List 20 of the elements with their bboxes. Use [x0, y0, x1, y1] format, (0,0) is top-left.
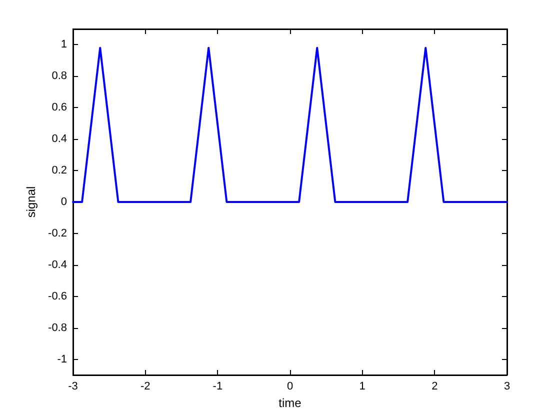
- y-tick-label: 0.6: [52, 102, 67, 114]
- x-tick-label: -3: [68, 380, 78, 392]
- y-tick-label: 0.4: [52, 133, 67, 146]
- y-axis-title: signal: [24, 186, 38, 218]
- y-tick-label: 0.2: [52, 164, 67, 177]
- y-tick-label: -0.2: [48, 227, 67, 240]
- x-tick-label: -2: [140, 380, 150, 392]
- x-tick-label: 0: [286, 380, 294, 392]
- y-tick-label: 0: [60, 196, 67, 208]
- x-tick-label: -1: [212, 380, 223, 392]
- y-tick-label: -0.8: [48, 322, 67, 334]
- x-tick-label: 1: [359, 380, 366, 392]
- x-axis-title: time: [278, 396, 302, 410]
- y-tick-label: -0.4: [48, 258, 67, 271]
- x-tick-label: 3: [504, 380, 510, 392]
- y-tick-label: -1: [57, 353, 67, 366]
- y-tick-label: 1: [60, 38, 67, 51]
- y-tick-label: 0.8: [52, 70, 67, 82]
- y-tick-label: -0.6: [48, 290, 67, 302]
- x-tick-label: 2: [432, 380, 438, 392]
